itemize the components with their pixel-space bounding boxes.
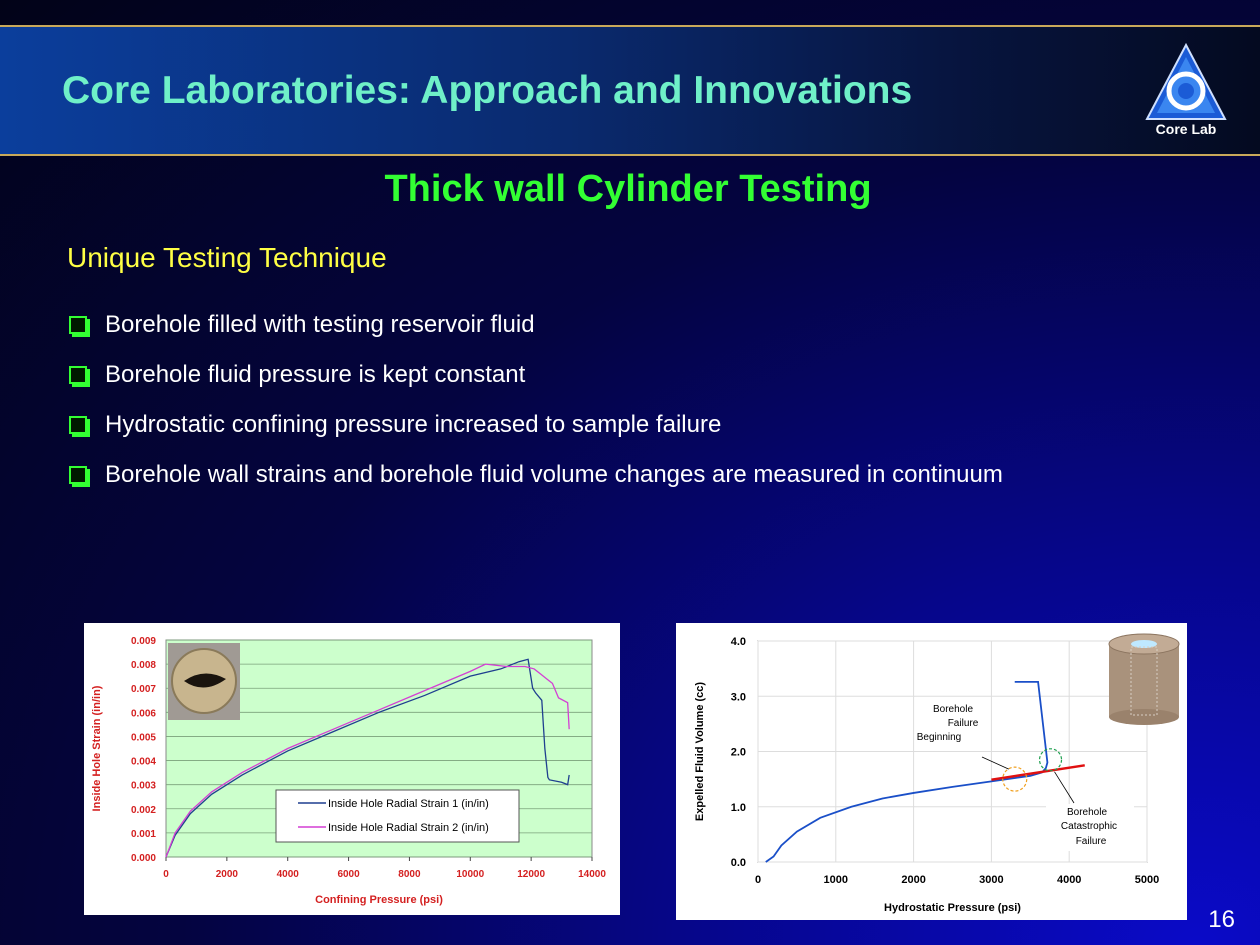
series-line-2 — [165, 663, 570, 858]
x-tick-label: 3000 — [979, 874, 1003, 886]
y-tick-label: 2.0 — [731, 747, 746, 759]
bullet-text: Hydrostatic confining pressure increased… — [105, 411, 722, 438]
core-cylinder-illustration — [1108, 633, 1180, 725]
annotation-arrow — [1054, 771, 1075, 804]
legend-label: Inside Hole Radial Strain 1 (in/in) — [328, 798, 489, 810]
strain-chart: 0.000 0.001 0.002 0.003 0.004 0.005 0.006 0.007… — [84, 623, 620, 915]
bullet-item: Hydrostatic confining pressure increased… — [67, 400, 1067, 450]
borehole-hole — [184, 673, 226, 688]
legend-label: Inside Hole Radial Strain 2 (in/in) — [328, 822, 489, 834]
y-tick-label: 4.0 — [731, 636, 746, 648]
failure-beginning-marker — [1002, 766, 1028, 792]
y-tick-label: 1.0 — [731, 802, 746, 814]
y-tick-label: 0.006 — [131, 708, 156, 719]
slide-subtitle: Thick wall Cylinder Testing — [384, 168, 872, 210]
y-tick-label: 0.002 — [131, 805, 156, 816]
annotation-text: Failure — [948, 718, 979, 729]
x-tick-label: 4000 — [277, 869, 300, 880]
y-tick-label: 0.001 — [131, 829, 156, 840]
borehole-outline — [1130, 646, 1158, 716]
annotation-background — [1046, 804, 1134, 851]
bullet-item: Borehole fluid pressure is kept constant — [67, 350, 1067, 400]
annotation-text: Catastrophic — [1061, 821, 1117, 832]
x-axis-label: Confining Pressure (psi) — [315, 894, 443, 906]
core-lab-logo: Core Lab — [1145, 42, 1227, 139]
fluid-volume-chart-svg: 0.0 1.0 2.0 3.0 4.0 0 1000 2000 3000 4000 5000 Hydr… — [694, 633, 1180, 914]
bullet-item: Borehole filled with testing reservoir f… — [67, 300, 1067, 350]
checkbox-bullet-icon — [69, 316, 87, 334]
logo-text: Core Lab — [1155, 121, 1217, 137]
y-axis-label: Expelled Fluid Volume (cc) — [694, 682, 706, 821]
logo-triangle-icon — [1145, 42, 1227, 120]
x-tick-label: 0 — [163, 869, 169, 880]
section-heading: Unique Testing Technique — [67, 242, 387, 273]
strain-chart-svg: 0.000 0.001 0.002 0.003 0.004 0.005 0.006 0.007… — [91, 636, 606, 906]
x-tick-label: 2000 — [901, 874, 925, 886]
y-tick-label: 0.003 — [131, 781, 156, 792]
y-tick-label: 0.007 — [131, 684, 156, 695]
bullet-text: Borehole fluid pressure is kept constant — [105, 361, 526, 388]
y-axis-label: Inside Hole Strain (in/in) — [91, 685, 103, 811]
cylinder-bottom — [1109, 709, 1179, 725]
core-sample-photo — [168, 643, 240, 720]
x-tick-label: 4000 — [1057, 874, 1081, 886]
cylinder-borehole — [1131, 640, 1157, 648]
cylinder-body — [1109, 644, 1179, 717]
bullet-text: Borehole wall strains and borehole fluid… — [105, 461, 1003, 488]
bullet-list: Borehole filled with testing reservoir f… — [67, 300, 1067, 500]
series-line-1 — [165, 658, 570, 858]
x-tick-label: 6000 — [337, 869, 360, 880]
legend: Inside Hole Radial Strain 1 (in/in) Insid… — [275, 789, 520, 843]
series-line-2 — [991, 764, 1085, 781]
page-title: Core Laboratories: Approach and Innovati… — [62, 69, 913, 112]
checkbox-bullet-icon — [69, 416, 87, 434]
x-tick-label: 5000 — [1135, 874, 1159, 886]
annotation-text: Borehole — [933, 704, 973, 715]
annotation-arrow — [981, 756, 1009, 770]
y-tick-label: 3.0 — [731, 691, 746, 703]
checkbox-bullet-icon — [69, 466, 87, 484]
y-tick-label: 0.004 — [131, 757, 156, 768]
annotation-text: Borehole — [1067, 807, 1107, 818]
x-tick-label: 2000 — [216, 869, 239, 880]
y-tick-label: 0.008 — [131, 660, 156, 671]
x-tick-label: 0 — [755, 874, 761, 886]
checkbox-bullet-icon — [69, 366, 87, 384]
legend-box — [275, 789, 520, 843]
x-tick-label: 14000 — [578, 869, 606, 880]
annotation-text: Failure — [1076, 836, 1107, 847]
x-tick-label: 10000 — [456, 869, 484, 880]
header-bar: Core Laboratories: Approach and Innovati… — [0, 25, 1260, 156]
bullet-item: Borehole wall strains and borehole fluid… — [67, 450, 1067, 500]
x-axis-label: Hydrostatic Pressure (psi) — [884, 902, 1021, 914]
x-tick-label: 1000 — [824, 874, 848, 886]
x-tick-label: 8000 — [398, 869, 421, 880]
y-tick-label: 0.0 — [731, 857, 746, 869]
y-tick-label: 0.005 — [131, 732, 156, 743]
annotation-text: Beginning — [917, 732, 961, 743]
y-tick-label: 0.000 — [131, 853, 156, 864]
fluid-volume-chart: 0.0 1.0 2.0 3.0 4.0 0 1000 2000 3000 4000 5000 Hydr… — [676, 623, 1187, 920]
y-tick-label: 0.009 — [131, 636, 156, 647]
page-number: 16 — [1208, 906, 1235, 933]
x-tick-label: 12000 — [517, 869, 545, 880]
bullet-text: Borehole filled with testing reservoir f… — [105, 311, 535, 338]
series-line-1 — [765, 680, 1049, 863]
